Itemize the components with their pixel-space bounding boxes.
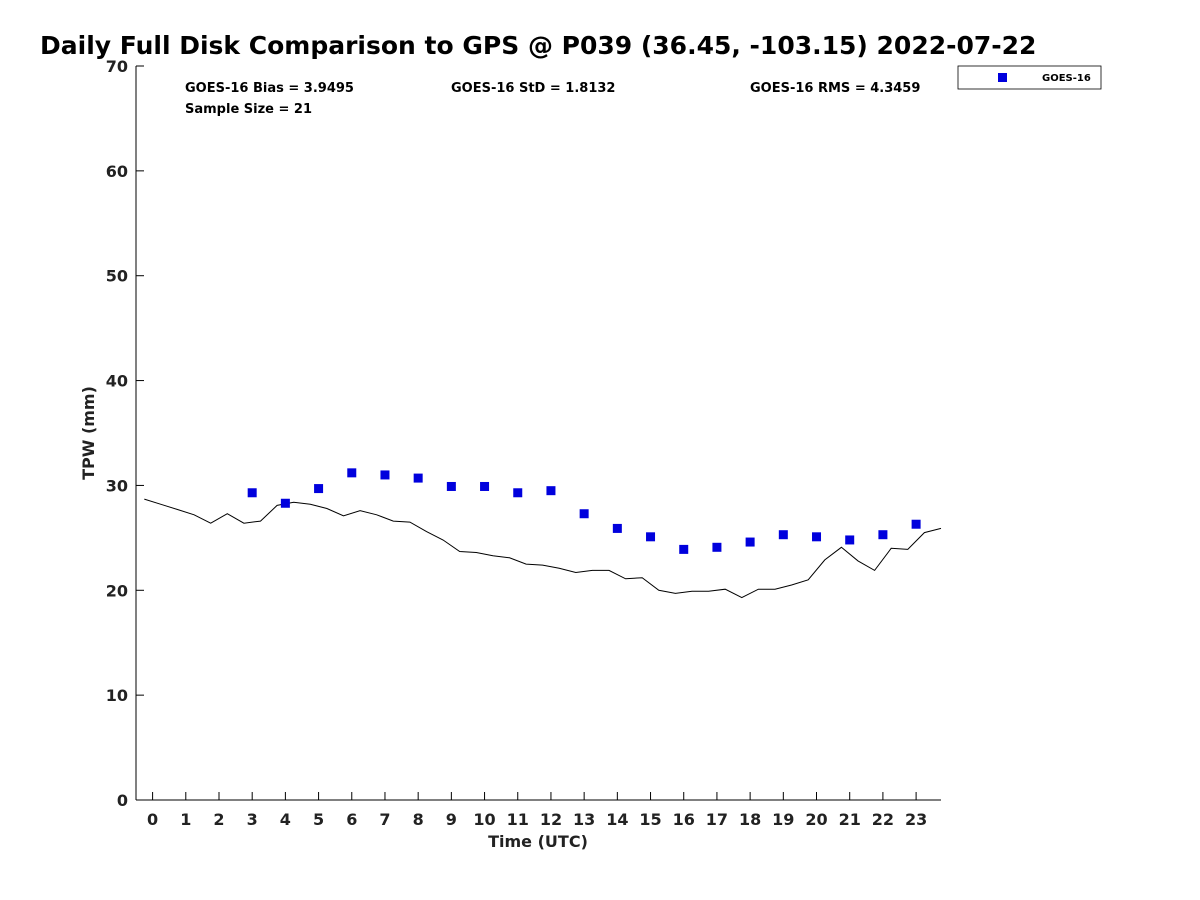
x-tick-label: 11 (507, 810, 529, 829)
goes16-data-point (745, 537, 755, 547)
plot-area (135, 66, 941, 801)
x-tick-label: 7 (379, 810, 390, 829)
gps-tpw-line (144, 498, 942, 599)
y-tick-label: 60 (106, 162, 128, 181)
x-tick-label: 17 (706, 810, 728, 829)
x-axis: 0 1 2 3 4 5 6 7 8 9 10 11 12 13 14 15 16 17 18 19 20 21 22 23 (147, 792, 927, 829)
x-tick-label: 5 (313, 810, 324, 829)
x-tick-label: 10 (473, 810, 495, 829)
goes16-data-point (612, 523, 622, 533)
x-tick-label: 3 (247, 810, 258, 829)
goes16-data-point (546, 486, 556, 496)
goes16-data-point (480, 481, 490, 491)
sample-size-stat: Sample Size = 21 (185, 102, 312, 117)
goes16-data-point (314, 484, 324, 494)
bias-stat: GOES-16 Bias = 3.9495 (185, 81, 354, 96)
goes16-data-point (347, 468, 357, 478)
x-tick-label: 16 (673, 810, 695, 829)
x-tick-label: 20 (805, 810, 827, 829)
goes16-data-point (413, 473, 423, 483)
legend-label-goes16: GOES-16 (1042, 73, 1091, 84)
goes16-data-point (446, 481, 456, 491)
goes16-data-point (911, 519, 921, 529)
y-tick-label: 20 (106, 581, 128, 600)
goes16-data-point (679, 544, 689, 554)
goes16-points-layer (247, 468, 921, 554)
x-tick-label: 19 (772, 810, 794, 829)
x-tick-label: 12 (540, 810, 562, 829)
goes16-data-point (712, 542, 722, 552)
x-tick-label: 22 (872, 810, 894, 829)
x-tick-label: 4 (280, 810, 291, 829)
x-tick-label: 18 (739, 810, 761, 829)
x-tick-label: 23 (905, 810, 927, 829)
x-axis-label: Time (UTC) (488, 832, 588, 851)
goes16-data-point (845, 535, 855, 545)
goes16-data-point (812, 532, 822, 542)
x-tick-label: 15 (639, 810, 661, 829)
rms-stat: GOES-16 RMS = 4.3459 (750, 81, 920, 96)
x-tick-label: 13 (573, 810, 595, 829)
goes16-data-point (513, 488, 523, 498)
legend-marker-goes16 (998, 73, 1007, 82)
y-axis-label: TPW (mm) (79, 386, 98, 480)
legend-box (957, 65, 1102, 90)
y-tick-label: 50 (106, 267, 128, 286)
goes16-data-point (878, 530, 888, 540)
x-tick-label: 14 (606, 810, 628, 829)
y-tick-label: 70 (106, 57, 128, 76)
x-tick-label: 0 (147, 810, 158, 829)
y-axis: 0 10 20 30 40 50 60 70 (106, 57, 144, 810)
y-tick-label: 10 (106, 686, 128, 705)
x-tick-label: 21 (839, 810, 861, 829)
goes16-data-point (380, 470, 390, 480)
goes16-data-point (778, 530, 788, 540)
x-tick-label: 6 (346, 810, 357, 829)
gps-line-layer (144, 498, 942, 599)
y-tick-label: 40 (106, 372, 128, 391)
x-tick-label: 8 (413, 810, 424, 829)
std-stat: GOES-16 StD = 1.8132 (451, 81, 615, 96)
goes16-data-point (646, 532, 656, 542)
goes16-data-point (247, 488, 257, 498)
y-tick-label: 0 (117, 791, 128, 810)
goes16-data-point (579, 509, 589, 519)
y-tick-label: 30 (106, 476, 128, 495)
chart-title: Daily Full Disk Comparison to GPS @ P039… (40, 31, 1036, 60)
x-tick-label: 9 (446, 810, 457, 829)
x-tick-label: 1 (180, 810, 191, 829)
x-tick-label: 2 (213, 810, 224, 829)
legend: GOES-16 (957, 65, 1102, 90)
goes16-data-point (280, 498, 290, 508)
